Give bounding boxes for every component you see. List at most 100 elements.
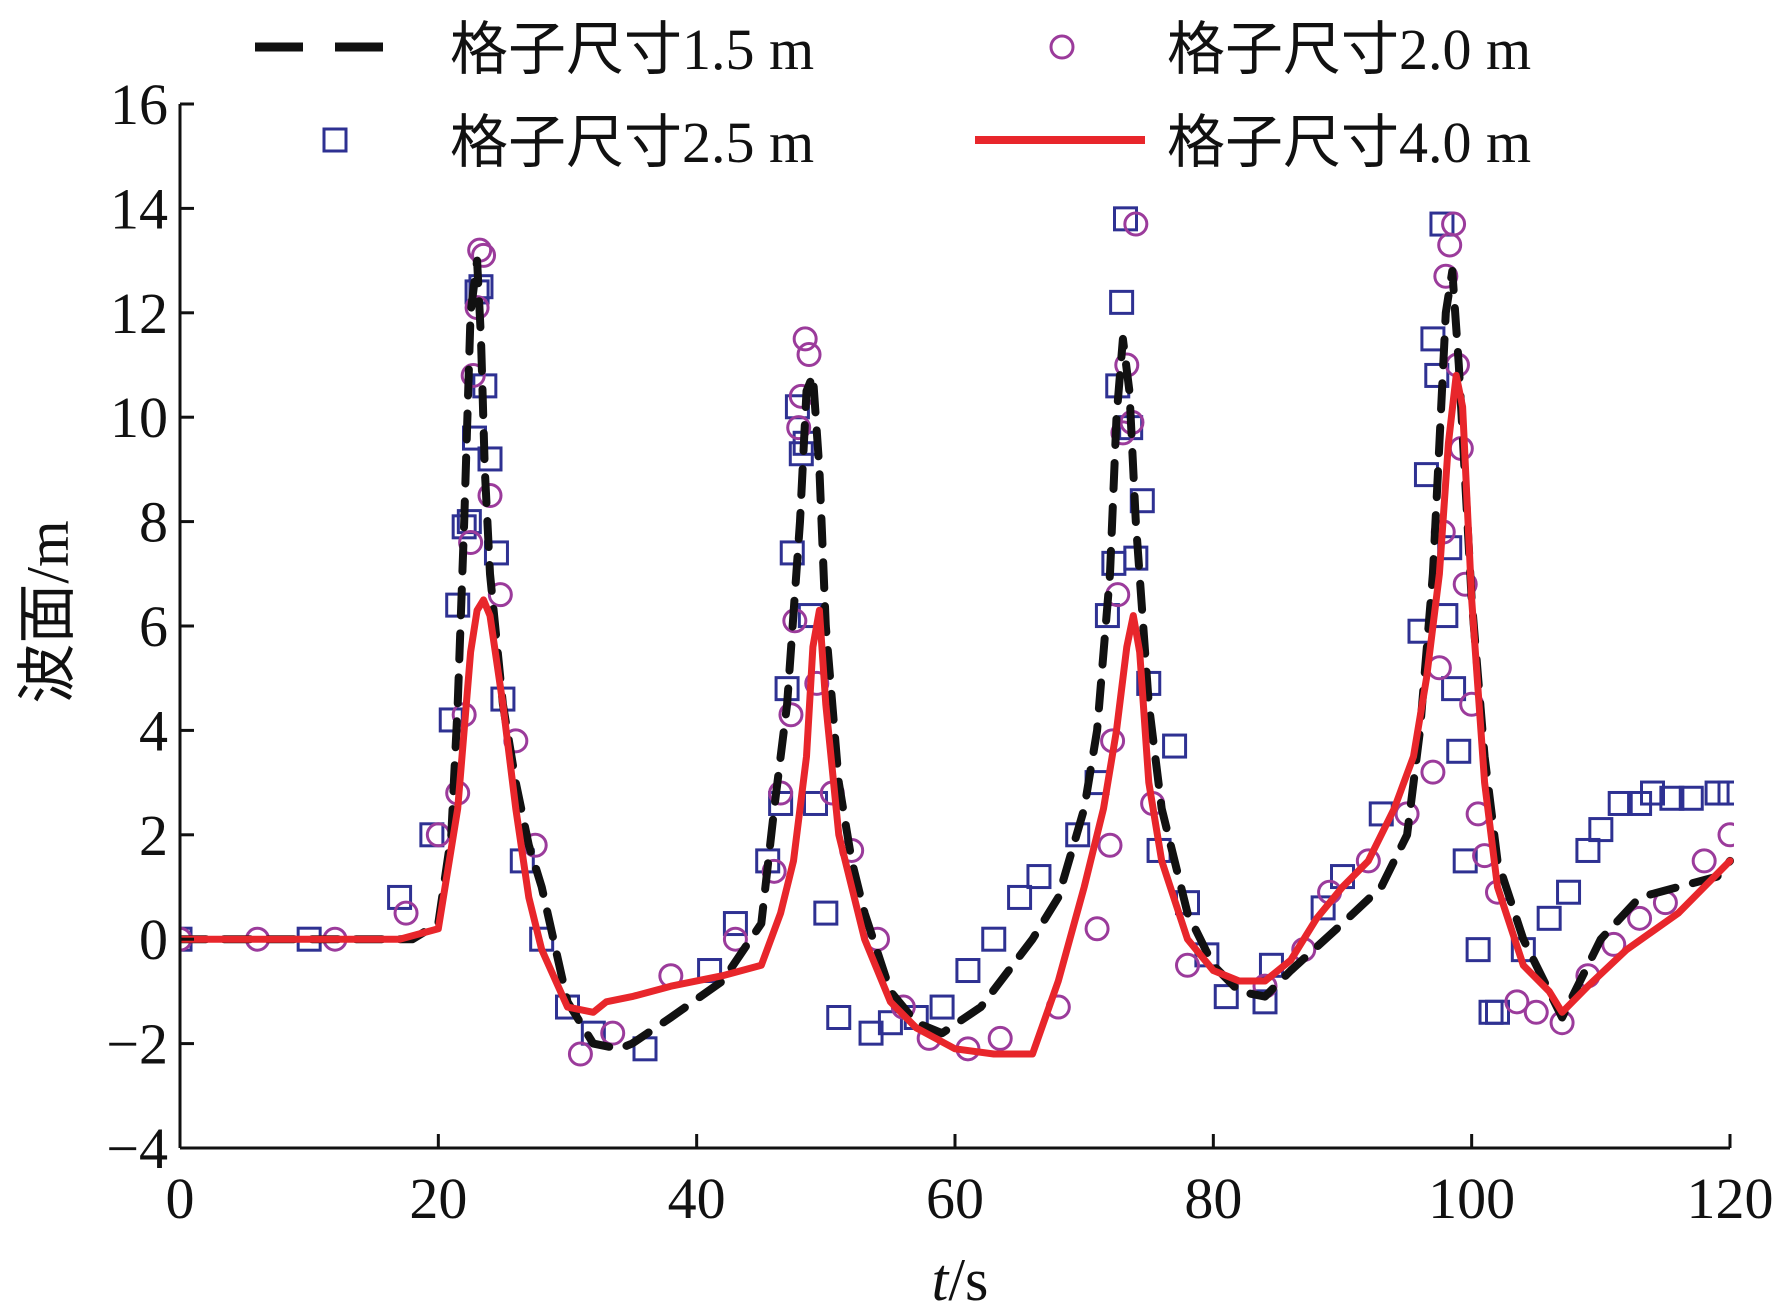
data-point	[1429, 211, 1455, 237]
data-point	[796, 342, 822, 368]
data-point	[813, 900, 839, 926]
data-point	[722, 911, 748, 937]
y-tick-label: 12	[110, 281, 168, 346]
axes: 0 20 40 60 80 100 120 −4 −2 0 2 4 6 8 10 12 14 16 t/s 波面/m	[15, 72, 1774, 1310]
data-point	[1485, 999, 1510, 1025]
x-tick-label: 80	[1184, 1166, 1242, 1231]
data-point	[567, 1041, 593, 1067]
data-point	[1213, 984, 1239, 1010]
y-tick-label: 0	[139, 907, 168, 972]
data-point	[786, 415, 812, 441]
data-point	[722, 926, 748, 952]
data-point	[419, 822, 445, 848]
data-point	[955, 958, 981, 984]
data-point	[1109, 289, 1135, 315]
data-point	[803, 790, 828, 816]
data-point	[826, 1005, 852, 1030]
x-tick-label: 60	[926, 1166, 984, 1231]
data-point	[768, 790, 794, 816]
y-axis-label: 波面/m	[15, 520, 81, 703]
data-point	[1536, 905, 1562, 931]
x-tick-label: 100	[1428, 1166, 1515, 1231]
data-point	[1437, 232, 1463, 258]
data-point	[1424, 362, 1450, 388]
series-0	[180, 256, 1734, 1053]
data-point	[877, 1010, 903, 1036]
legend-swatch-circle	[1049, 34, 1075, 60]
data-point	[1452, 571, 1478, 597]
legend-label: 格子尺寸2.0 m	[1167, 17, 1531, 82]
data-point	[1691, 848, 1717, 874]
data-point	[1575, 837, 1601, 863]
data-point	[477, 446, 503, 472]
data-point	[1627, 905, 1653, 931]
y-tick-label: −4	[106, 1116, 168, 1181]
data-point	[1162, 733, 1188, 759]
series-line	[180, 371, 1734, 1058]
data-point	[1441, 211, 1467, 237]
data-point	[929, 994, 955, 1020]
data-point	[1523, 999, 1549, 1025]
plot-area	[180, 206, 1734, 1067]
data-point	[1607, 790, 1633, 816]
data-point	[600, 1020, 626, 1046]
legend-label: 格子尺寸4.0 m	[1167, 110, 1531, 175]
data-point	[1123, 211, 1149, 237]
data-point	[1588, 817, 1614, 843]
data-point	[1601, 931, 1627, 957]
legend-item: 格子尺寸4.0 m	[975, 110, 1531, 175]
data-point	[1717, 780, 1734, 806]
legend-item: 格子尺寸2.5 m	[322, 110, 814, 175]
y-tick-label: 6	[139, 594, 168, 659]
data-point	[1175, 952, 1200, 978]
x-tick-label: 0	[166, 1166, 195, 1231]
y-tick-label: 14	[110, 176, 168, 241]
series-3	[180, 371, 1734, 1058]
data-point	[1717, 822, 1734, 848]
data-point	[387, 884, 413, 910]
legend-swatch-square	[322, 127, 348, 153]
data-point	[1640, 780, 1665, 806]
y-tick-label: 16	[110, 72, 168, 137]
data-point	[483, 540, 509, 566]
data-point	[1420, 759, 1446, 785]
legend-label: 格子尺寸1.5 m	[450, 17, 814, 82]
y-tick-label: 8	[139, 490, 168, 555]
x-tick-label: 20	[409, 1166, 467, 1231]
series-line	[180, 256, 1734, 1053]
data-point	[393, 900, 419, 926]
data-point	[1433, 263, 1459, 289]
data-point	[987, 1025, 1013, 1051]
x-axis-label: t/s	[932, 1247, 989, 1310]
data-point	[1026, 864, 1052, 890]
data-point	[1556, 879, 1582, 905]
data-point	[425, 822, 451, 848]
data-point	[1678, 785, 1704, 811]
data-point	[460, 362, 486, 388]
data-point	[1465, 937, 1491, 963]
data-point	[792, 326, 818, 352]
data-point	[1310, 895, 1336, 921]
y-tick-label: −2	[106, 1012, 168, 1077]
y-tick-label: 4	[139, 698, 168, 763]
data-point	[1355, 848, 1381, 874]
x-tick-label: 120	[1687, 1166, 1774, 1231]
data-point	[487, 582, 513, 608]
y-tick-label: 10	[110, 385, 168, 450]
data-point	[1084, 916, 1110, 942]
series-2	[180, 206, 1734, 1062]
data-point	[471, 242, 497, 268]
legend-label: 格子尺寸2.5 m	[450, 110, 814, 175]
legend-item: 格子尺寸2.0 m	[1049, 17, 1531, 82]
legend: 格子尺寸1.5 m 格子尺寸2.0 m 格子尺寸2.5 m 格子尺寸4.0 m	[255, 17, 1531, 175]
data-point	[1441, 676, 1467, 702]
data-point	[1446, 738, 1472, 764]
data-point	[477, 483, 503, 508]
legend-item: 格子尺寸1.5 m	[255, 17, 814, 82]
data-point	[1007, 884, 1033, 910]
y-tick-label: 2	[139, 803, 168, 868]
data-point	[1504, 989, 1530, 1015]
data-point	[1252, 989, 1278, 1015]
data-point	[1704, 780, 1730, 806]
